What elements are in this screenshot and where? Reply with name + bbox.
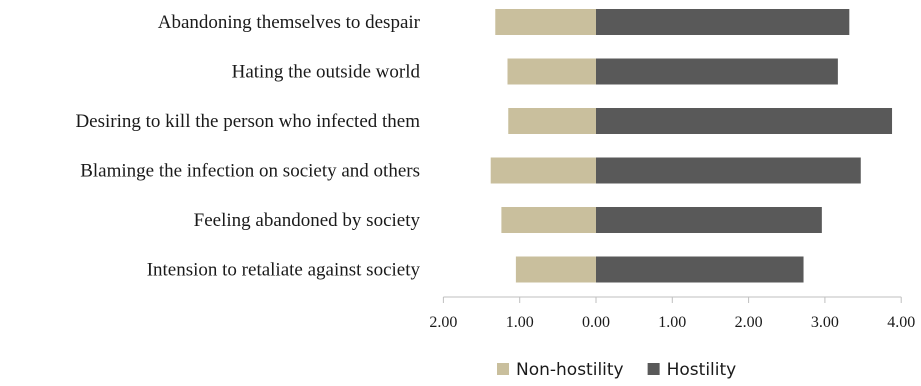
legend-swatch bbox=[497, 363, 509, 375]
bar-non-hostility bbox=[490, 157, 596, 184]
bar-hostility bbox=[596, 108, 893, 134]
x-tick-label: 0.00 bbox=[582, 314, 610, 331]
legend-label: Hostility bbox=[667, 360, 737, 380]
legend: Non-hostility Hostility bbox=[497, 360, 736, 380]
x-tick-label: 2.00 bbox=[735, 314, 763, 331]
bar-non-hostility bbox=[501, 207, 596, 233]
category-label: Abandoning themselves to despair bbox=[158, 12, 421, 33]
category-labels: Abandoning themselves to despair Hating t… bbox=[75, 12, 420, 281]
bar-hostility bbox=[596, 157, 861, 184]
x-axis: 2.00 1.00 0.00 1.00 2.00 3.00 4.00 bbox=[429, 296, 915, 331]
category-label: Hating the outside world bbox=[232, 62, 421, 83]
bar-non-hostility bbox=[507, 58, 596, 85]
legend-label: Non-hostility bbox=[516, 360, 624, 380]
x-tick-label: 4.00 bbox=[887, 314, 915, 331]
category-label: Blaminge the infection on society and ot… bbox=[80, 161, 420, 182]
x-tick-label: 1.00 bbox=[658, 314, 686, 331]
x-tick-label: 2.00 bbox=[429, 314, 457, 331]
x-tick-label: 1.00 bbox=[506, 314, 534, 331]
bar-non-hostility bbox=[495, 9, 596, 35]
bar-non-hostility bbox=[515, 256, 596, 283]
bar-non-hostility bbox=[508, 108, 596, 134]
bars-group bbox=[490, 9, 893, 283]
legend-swatch bbox=[647, 363, 660, 375]
bar-hostility bbox=[596, 256, 804, 283]
bar-hostility bbox=[596, 9, 850, 35]
bar-hostility bbox=[596, 207, 822, 233]
category-label: Feeling abandoned by society bbox=[194, 210, 421, 231]
bar-hostility bbox=[596, 58, 838, 85]
category-label: Desiring to kill the person who infected… bbox=[75, 111, 420, 132]
x-tick-label: 3.00 bbox=[811, 314, 839, 331]
category-label: Intension to retaliate against society bbox=[147, 260, 421, 281]
